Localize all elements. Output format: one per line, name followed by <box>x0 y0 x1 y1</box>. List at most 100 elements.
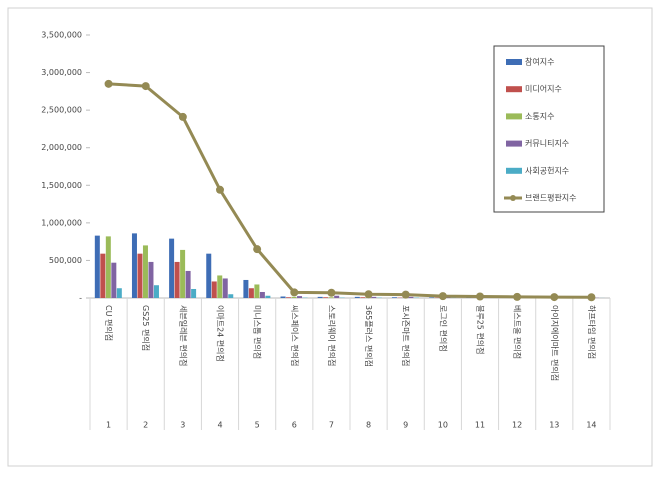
rank-label: 2 <box>143 421 148 430</box>
y-tick-label: 2,500,000 <box>41 106 82 115</box>
x-tick-label: 이마트24 편의점 <box>216 305 226 362</box>
bar <box>186 271 191 298</box>
x-tick-label: 씨스페이스 편의점 <box>290 305 300 366</box>
rank-label: 14 <box>586 421 596 430</box>
bar <box>111 263 116 298</box>
bar <box>355 297 360 298</box>
rank-label: 4 <box>217 421 222 430</box>
bar <box>217 275 222 298</box>
rank-label: 7 <box>329 421 334 430</box>
y-tick-label: 2,000,000 <box>41 143 82 152</box>
y-tick-label: - <box>79 294 82 303</box>
line-marker <box>513 293 521 301</box>
bar <box>223 278 228 298</box>
bar <box>228 294 233 298</box>
bar <box>408 297 413 298</box>
line-marker <box>365 290 373 298</box>
x-tick-label: 아이지에이마트 편의점 <box>550 305 560 381</box>
x-tick-label: 포시즌마트 편의점 <box>401 305 411 366</box>
legend-swatch-marker <box>510 195 516 201</box>
rank-label: 1 <box>106 421 111 430</box>
bar <box>334 296 339 298</box>
bar <box>392 297 397 298</box>
bar <box>281 296 286 298</box>
x-tick-label: 베스트올 편의점 <box>513 305 523 359</box>
x-tick-label: 블루25 편의점 <box>476 305 486 355</box>
legend-label: 참여지수 <box>525 57 554 67</box>
legend-swatch <box>506 113 522 119</box>
x-tick-label: GS25 편의점 <box>141 305 151 351</box>
bar <box>323 297 328 298</box>
legend-swatch <box>506 168 522 174</box>
line-marker <box>105 80 113 88</box>
bar <box>100 254 105 298</box>
bar <box>180 250 185 298</box>
line-marker <box>550 293 558 301</box>
bar <box>329 297 334 298</box>
x-tick-label: 로그인 편의점 <box>438 305 448 352</box>
x-tick-label: 미니스톱 편의점 <box>253 305 263 359</box>
x-tick-label: 365플러스 편의점 <box>364 305 374 367</box>
bar <box>169 239 174 298</box>
bar <box>175 262 180 298</box>
legend-swatch <box>506 86 522 92</box>
bar <box>117 288 122 298</box>
rank-label: 6 <box>292 421 297 430</box>
bar <box>254 284 259 298</box>
bar <box>318 297 323 298</box>
line-marker <box>216 186 224 194</box>
legend-swatch <box>506 141 522 147</box>
line-marker <box>253 245 261 253</box>
bar <box>137 254 142 298</box>
legend-label: 소통지수 <box>525 112 554 121</box>
x-tick-label: 하프타임 편의점 <box>587 305 597 359</box>
legend-label: 브랜드평판지수 <box>525 193 577 203</box>
x-tick-label: 세븐일레븐 편의점 <box>178 305 188 366</box>
line-marker <box>439 292 447 300</box>
rank-label: 8 <box>366 421 371 430</box>
rank-label: 13 <box>549 421 559 430</box>
line-marker <box>476 292 484 300</box>
y-tick-label: 500,000 <box>49 256 82 265</box>
bar <box>265 296 270 298</box>
bar <box>243 280 248 298</box>
bar <box>206 254 211 298</box>
legend-label: 커뮤니티지수 <box>525 138 569 148</box>
rank-label: 10 <box>438 421 448 430</box>
line-marker <box>142 82 150 90</box>
rank-label: 11 <box>475 421 485 430</box>
bar <box>191 289 196 298</box>
line-marker <box>290 288 298 296</box>
rank-label: 12 <box>512 421 522 430</box>
y-tick-label: 1,500,000 <box>41 181 82 190</box>
bar <box>95 236 100 298</box>
bar <box>260 292 265 298</box>
bar <box>132 233 137 298</box>
bar <box>249 288 254 298</box>
legend-label: 미디어지수 <box>525 84 562 94</box>
legend-box <box>494 46 604 212</box>
bar <box>286 297 291 298</box>
bar <box>154 285 159 298</box>
legend-label: 사회공헌지수 <box>525 166 569 175</box>
bar <box>106 236 111 298</box>
bar <box>371 297 376 298</box>
bar <box>292 297 297 298</box>
x-tick-label: 스토리웨이 편의점 <box>327 305 337 366</box>
bar <box>148 262 153 298</box>
bar <box>212 281 217 298</box>
line-marker <box>179 113 187 121</box>
bar <box>360 297 365 298</box>
legend-swatch <box>506 59 522 65</box>
bar <box>297 296 302 298</box>
y-tick-label: 1,000,000 <box>41 218 82 227</box>
rank-label: 9 <box>403 421 408 430</box>
bar <box>143 245 148 298</box>
y-tick-label: 3,500,000 <box>41 31 82 40</box>
y-tick-label: 3,000,000 <box>41 68 82 77</box>
line-marker <box>587 293 595 301</box>
rank-label: 3 <box>180 421 185 430</box>
x-tick-label: CU 편의점 <box>104 305 114 341</box>
line-marker <box>327 289 335 297</box>
